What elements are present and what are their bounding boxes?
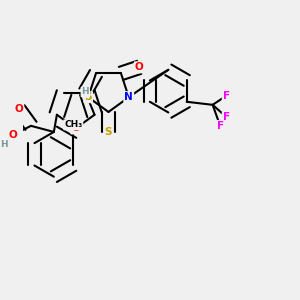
Text: S: S	[105, 127, 112, 137]
Text: O: O	[8, 130, 17, 140]
Text: F: F	[223, 91, 230, 101]
Text: F: F	[223, 112, 230, 122]
Text: S: S	[85, 92, 92, 102]
Text: O: O	[135, 62, 144, 72]
Text: H: H	[82, 87, 89, 96]
Text: O: O	[71, 123, 80, 134]
Text: CH₃: CH₃	[64, 120, 83, 129]
Text: N: N	[124, 92, 133, 102]
Text: H: H	[0, 140, 8, 148]
Text: O: O	[14, 104, 23, 114]
Text: F: F	[217, 121, 224, 131]
